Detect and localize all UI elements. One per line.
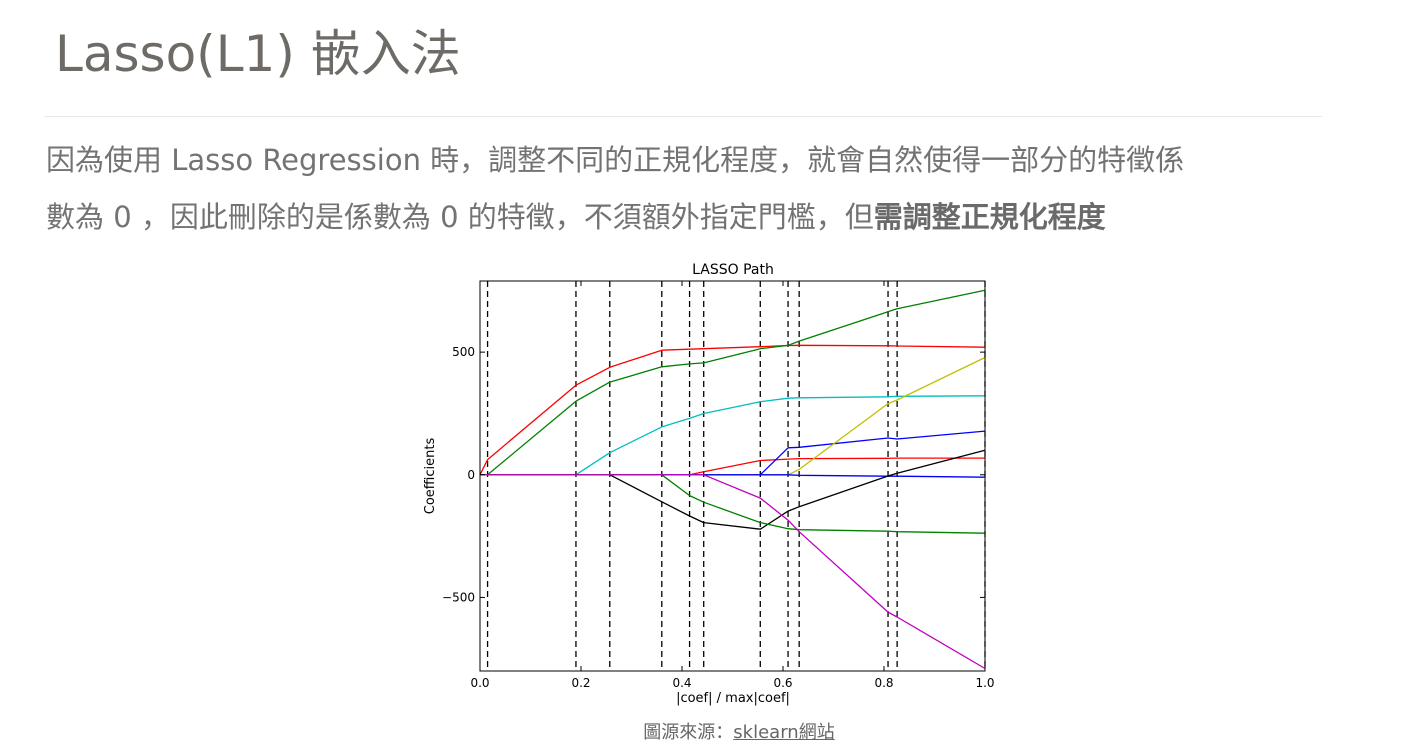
caption-prefix: 圖源來源： (643, 722, 734, 743)
y-tick-label: 0 (467, 468, 475, 482)
x-tick-label: 0.0 (470, 676, 489, 690)
x-axis-label: |coef| / max|coef| (676, 691, 790, 706)
image-caption: 圖源來源：sklearn網站 (0, 720, 1401, 746)
x-tick-label: 0.6 (773, 676, 792, 690)
series-line-3 (480, 457, 985, 476)
series-line-2 (480, 395, 986, 476)
series-line-7 (480, 449, 986, 530)
chart-title: LASSO Path (692, 262, 774, 278)
slide-title: Lasso(L1) 嵌入法 (55, 25, 461, 83)
x-tick-label: 0.2 (571, 676, 590, 690)
y-tick-label: −500 (442, 590, 475, 604)
series-line-9 (480, 474, 986, 670)
paragraph-emphasis: 需調整正規化程度 (873, 200, 1106, 234)
lasso-path-chart: 0.0 0.2 0.4 0.6 0.8 1.0 −500 0 500 LASSO Path |c… (410, 255, 1010, 710)
series-line-6 (480, 474, 986, 478)
series-line-1 (480, 289, 986, 476)
paragraph-line-1: 因為使用 Lasso Regression 時，調整不同的正規化程度，就會自然使… (46, 143, 1185, 177)
chart-canvas: 0.0 0.2 0.4 0.6 0.8 1.0 −500 0 500 LASSO Path |c… (423, 262, 995, 706)
series-line-0 (479, 344, 986, 476)
paragraph-line-2: 數為 0 ，因此刪除的是係數為 0 的特徵，不須額外指定門檻，但需調整正規化程度 (46, 189, 1366, 246)
series-line-8 (480, 474, 986, 534)
x-tick-label: 1.0 (975, 676, 994, 690)
series-line-4 (480, 430, 986, 476)
y-tick-label: 500 (452, 345, 475, 359)
plot-frame (479, 280, 986, 672)
paragraph-line-2-text: 數為 0 ，因此刪除的是係數為 0 的特徵，不須額外指定門檻，但 (46, 200, 874, 234)
series-lines (479, 289, 986, 670)
axis-ticks: 0.0 0.2 0.4 0.6 0.8 1.0 −500 0 500 (442, 281, 995, 690)
body-paragraph: 因為使用 Lasso Regression 時，調整不同的正規化程度，就會自然使… (46, 132, 1366, 246)
series-line-5 (480, 356, 986, 476)
title-divider (44, 116, 1322, 117)
source-link[interactable]: sklearn網站 (733, 722, 835, 743)
x-tick-label: 0.8 (874, 676, 893, 690)
y-axis-label: Coefficients (423, 438, 438, 515)
x-tick-label: 0.4 (672, 676, 691, 690)
